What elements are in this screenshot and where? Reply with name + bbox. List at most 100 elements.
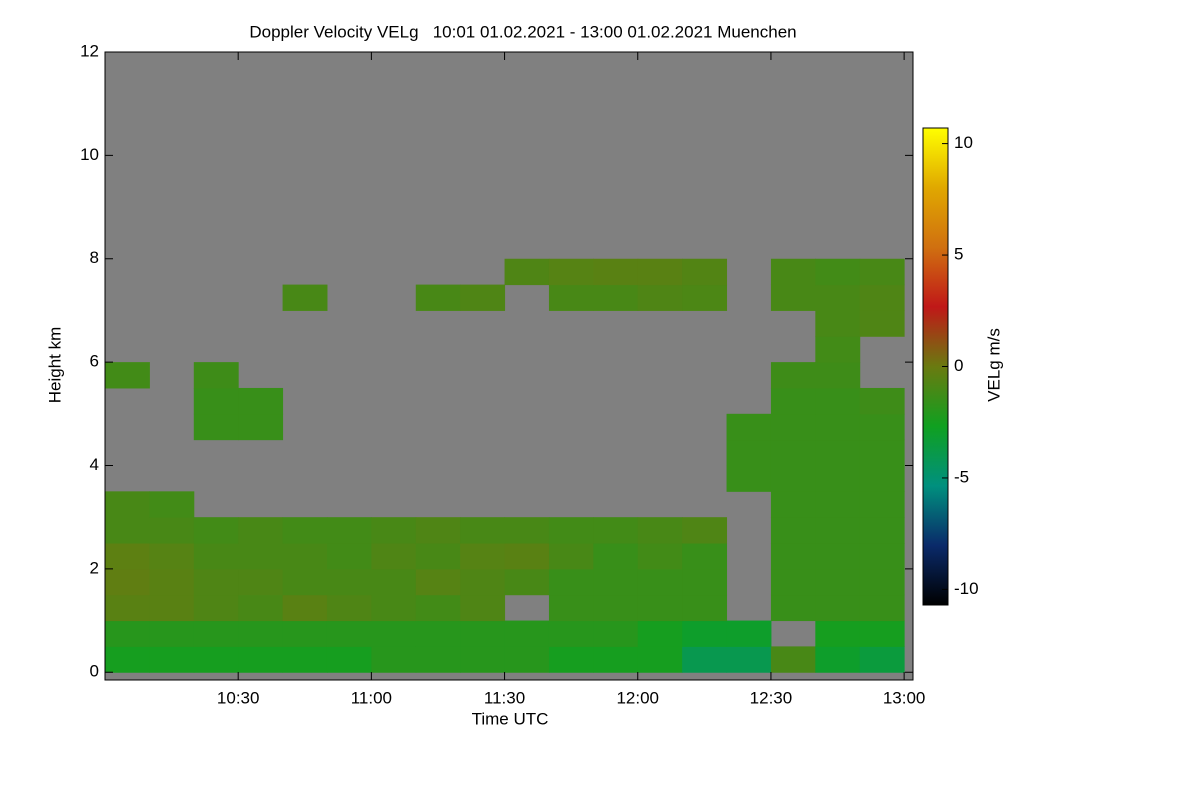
heatmap-cell: [548, 620, 594, 647]
heatmap-cell: [548, 568, 594, 596]
heatmap-cell: [105, 568, 150, 596]
heatmap-cell: [859, 284, 905, 311]
heatmap-cell: [593, 543, 639, 570]
heatmap-cell: [326, 568, 372, 596]
heatmap-cell: [637, 284, 683, 311]
heatmap-cell: [815, 491, 861, 518]
heatmap-cell: [193, 543, 239, 570]
heatmap-cell: [637, 620, 683, 647]
x-axis-label: Time UTC: [472, 709, 549, 728]
heatmap-cell: [504, 646, 550, 673]
heatmap-cell: [238, 517, 284, 544]
heatmap-cell: [682, 543, 728, 570]
heatmap-cell: [460, 620, 506, 647]
heatmap-cell: [460, 517, 506, 544]
heatmap-cell: [682, 517, 728, 544]
heatmap-cell: [859, 310, 905, 337]
heatmap-cell: [105, 620, 150, 647]
heatmap-cell: [371, 568, 417, 596]
heatmap-cell: [504, 258, 550, 286]
heatmap-cell: [815, 336, 861, 363]
heatmap-cell: [415, 284, 461, 311]
heatmap-cell: [105, 491, 150, 518]
y-axis-label: Height km: [45, 327, 64, 404]
heatmap-cell: [371, 620, 417, 647]
x-tick-label: 12:00: [616, 688, 659, 707]
heatmap-cell: [682, 646, 728, 673]
heatmap-cell: [238, 387, 284, 415]
heatmap-cell: [770, 465, 816, 492]
heatmap-cell: [593, 284, 639, 311]
heatmap-cell: [637, 258, 683, 286]
x-tick-label: 13:00: [883, 688, 926, 707]
heatmap-cell: [238, 568, 284, 596]
heatmap-cell: [593, 517, 639, 544]
heatmap-cell: [326, 646, 372, 673]
heatmap-cell: [859, 517, 905, 544]
heatmap-cell: [282, 517, 328, 544]
heatmap-cell: [371, 517, 417, 544]
heatmap-cell: [105, 543, 150, 570]
heatmap-cell: [815, 439, 861, 466]
heatmap-cell: [105, 594, 150, 622]
heatmap-cell: [193, 646, 239, 673]
heatmap-cell: [859, 620, 905, 647]
heatmap-cell: [282, 620, 328, 647]
heatmap-cell: [815, 620, 861, 647]
heatmap-cell: [859, 594, 905, 622]
heatmap-cell: [770, 594, 816, 622]
heatmap-cell: [770, 413, 816, 441]
heatmap-cell: [815, 594, 861, 622]
heatmap-cell: [682, 620, 728, 647]
y-tick-label: 8: [90, 248, 99, 267]
heatmap-cell: [682, 284, 728, 311]
heatmap-cell: [238, 543, 284, 570]
colorbar-tick-label: 10: [954, 133, 973, 152]
heatmap-cell: [193, 387, 239, 415]
heatmap-cell: [637, 517, 683, 544]
heatmap-cell: [415, 646, 461, 673]
heatmap-cell: [548, 258, 594, 286]
heatmap-cell: [637, 646, 683, 673]
heatmap-cell: [770, 284, 816, 311]
heatmap-cell: [770, 568, 816, 596]
heatmap-cell: [105, 517, 150, 544]
heatmap-cell: [815, 413, 861, 441]
heatmap-cell: [149, 646, 195, 673]
heatmap-cell: [770, 543, 816, 570]
heatmap-cell: [415, 517, 461, 544]
heatmap-cell: [326, 594, 372, 622]
y-tick-label: 2: [90, 558, 99, 577]
y-tick-label: 0: [90, 662, 99, 681]
heatmap-cell: [149, 491, 195, 518]
x-tick-label: 10:30: [217, 688, 260, 707]
x-tick-label: 12:30: [750, 688, 793, 707]
heatmap-cell: [415, 543, 461, 570]
heatmap-cell: [193, 362, 239, 389]
heatmap-cell: [238, 646, 284, 673]
heatmap-cell: [326, 517, 372, 544]
heatmap-cell: [548, 284, 594, 311]
colorbar-label: VELg m/s: [984, 328, 1003, 402]
heatmap-cell: [726, 646, 772, 673]
heatmap-cell: [815, 568, 861, 596]
heatmap-cell: [726, 620, 772, 647]
heatmap-cell: [371, 594, 417, 622]
heatmap-cell: [770, 258, 816, 286]
heatmap-cell: [415, 594, 461, 622]
heatmap-cell: [593, 620, 639, 647]
heatmap-cell: [193, 413, 239, 441]
heatmap-cell: [326, 620, 372, 647]
heatmap-cell: [282, 594, 328, 622]
heatmap-cell: [548, 594, 594, 622]
heatmap-cell: [238, 594, 284, 622]
heatmap-cell: [637, 594, 683, 622]
heatmap-cell: [238, 413, 284, 441]
heatmap-cell: [770, 517, 816, 544]
heatmap-cell: [548, 517, 594, 544]
colorbar-tick-label: 5: [954, 245, 963, 264]
heatmap-cell: [504, 543, 550, 570]
heatmap-cell: [282, 646, 328, 673]
heatmap-cell: [149, 543, 195, 570]
heatmap-cell: [282, 568, 328, 596]
